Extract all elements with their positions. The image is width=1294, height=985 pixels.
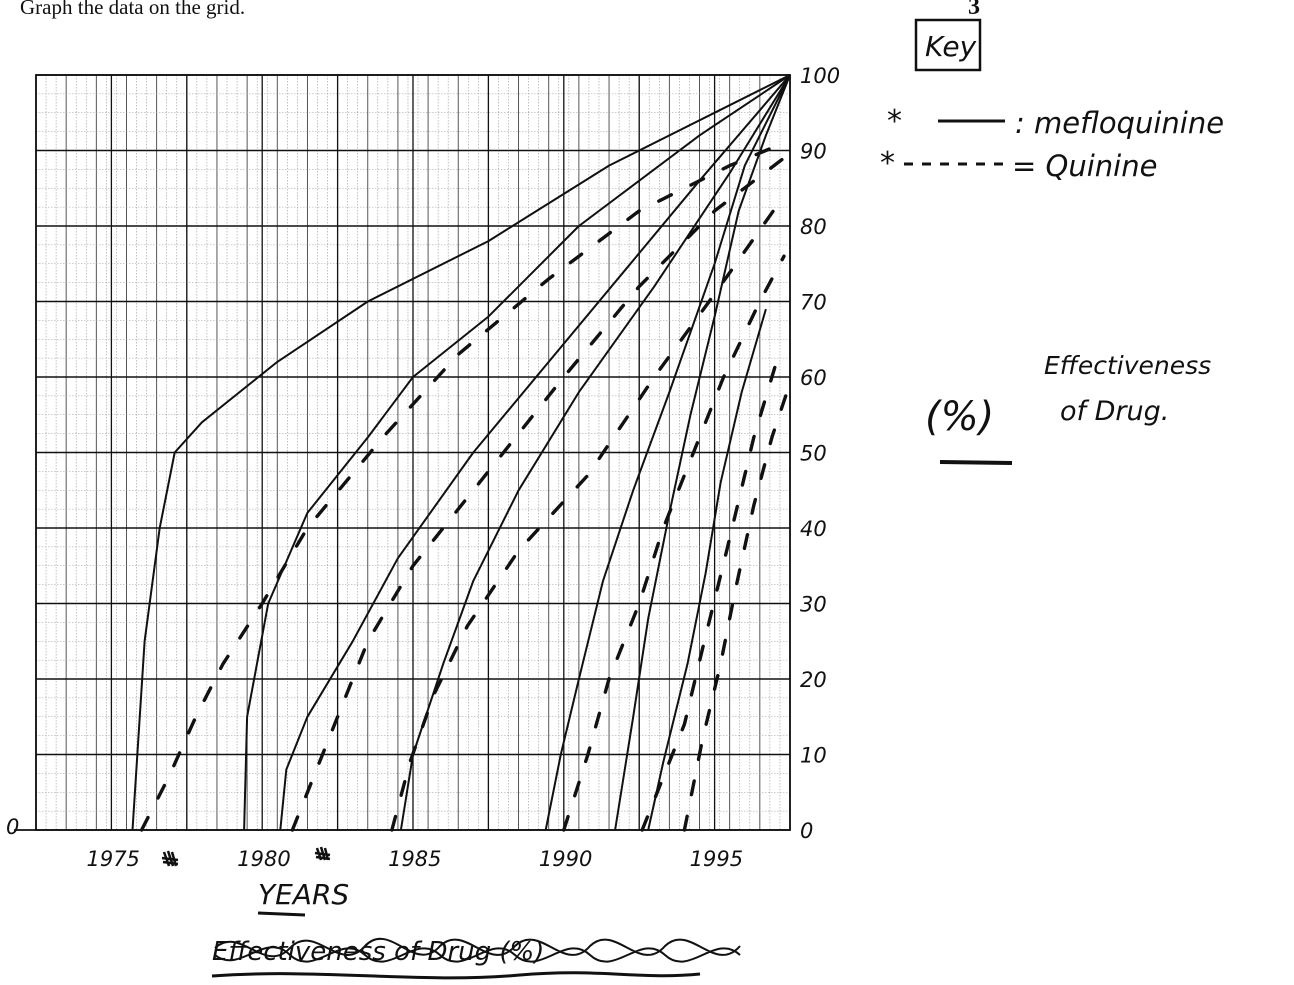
mefloquinine-line-1 [243,74,791,831]
effectiveness-label-line1: Effectiveness [1044,351,1211,380]
mefloquinine-line-4 [544,74,791,831]
y-tick-label: 90 [800,140,827,164]
y-tick-label: 10 [800,744,827,768]
y-tick-label: 70 [800,291,827,315]
scribble-mark-1982 [314,846,331,861]
y-tick-label: 50 [800,442,827,466]
quinine-line-10 [562,254,786,832]
mefloquinine-line-5 [614,74,791,831]
x-axis-title: YEARS [258,878,349,911]
struck-out-label: Effectiveness of Drug (%) [212,937,544,967]
y-tick-label: 80 [800,215,827,239]
x-tick-label: 1985 [388,847,441,871]
key-label-mefloquinine: : mefloquinine [1015,106,1224,140]
mefloquinine-line-6 [647,308,767,831]
plot-frame [35,74,791,831]
quinine-line-7 [139,141,786,832]
mefloquinine-line-2 [279,74,791,831]
scribble-mark-1977 [161,850,179,867]
key-title: Key [925,30,977,63]
x-tick-label: 1980 [237,847,290,871]
percent-unit-label: (%) [925,394,994,440]
quinine-line-12 [682,390,789,832]
x-axis-title-underline [257,911,306,917]
key-star-solid: * [887,104,902,139]
key-box [914,18,982,72]
y-tick-label: 0 [800,819,813,843]
x-tick-label: 1990 [539,847,592,871]
y-tick-label: 40 [800,517,827,541]
strike-through-base [211,971,701,980]
y-tick-label: 60 [800,366,827,390]
key-label-quinine: = Quinine [1012,149,1157,183]
percent-underline [939,460,1013,465]
x-tick-label: 1975 [86,847,139,871]
key-star-dashed: * [880,146,895,181]
quinine-line-8 [290,156,786,832]
mefloquinine-line-0 [131,74,791,831]
strike-through-scribble [214,937,741,963]
y-tick-label: 30 [800,593,827,617]
instruction-text: Graph the data on the grid. [20,0,245,19]
page-number: 3 [968,0,980,20]
y-tick-labels: 0 10 20 30 40 50 60 70 80 90 100 [800,64,840,843]
y-tick-label: 100 [800,64,840,88]
x-tick-label: 1995 [690,847,743,871]
quinine-line-11 [640,345,783,832]
plotted-lines [131,74,791,832]
left-axis-zero-label: 0 [6,815,19,839]
x-tick-labels: 1975 1980 1985 1990 1995 [86,847,743,871]
quinine-line-9 [390,194,786,832]
effectiveness-label-line2: of Drug. [1060,396,1169,427]
y-tick-label: 20 [800,668,827,692]
